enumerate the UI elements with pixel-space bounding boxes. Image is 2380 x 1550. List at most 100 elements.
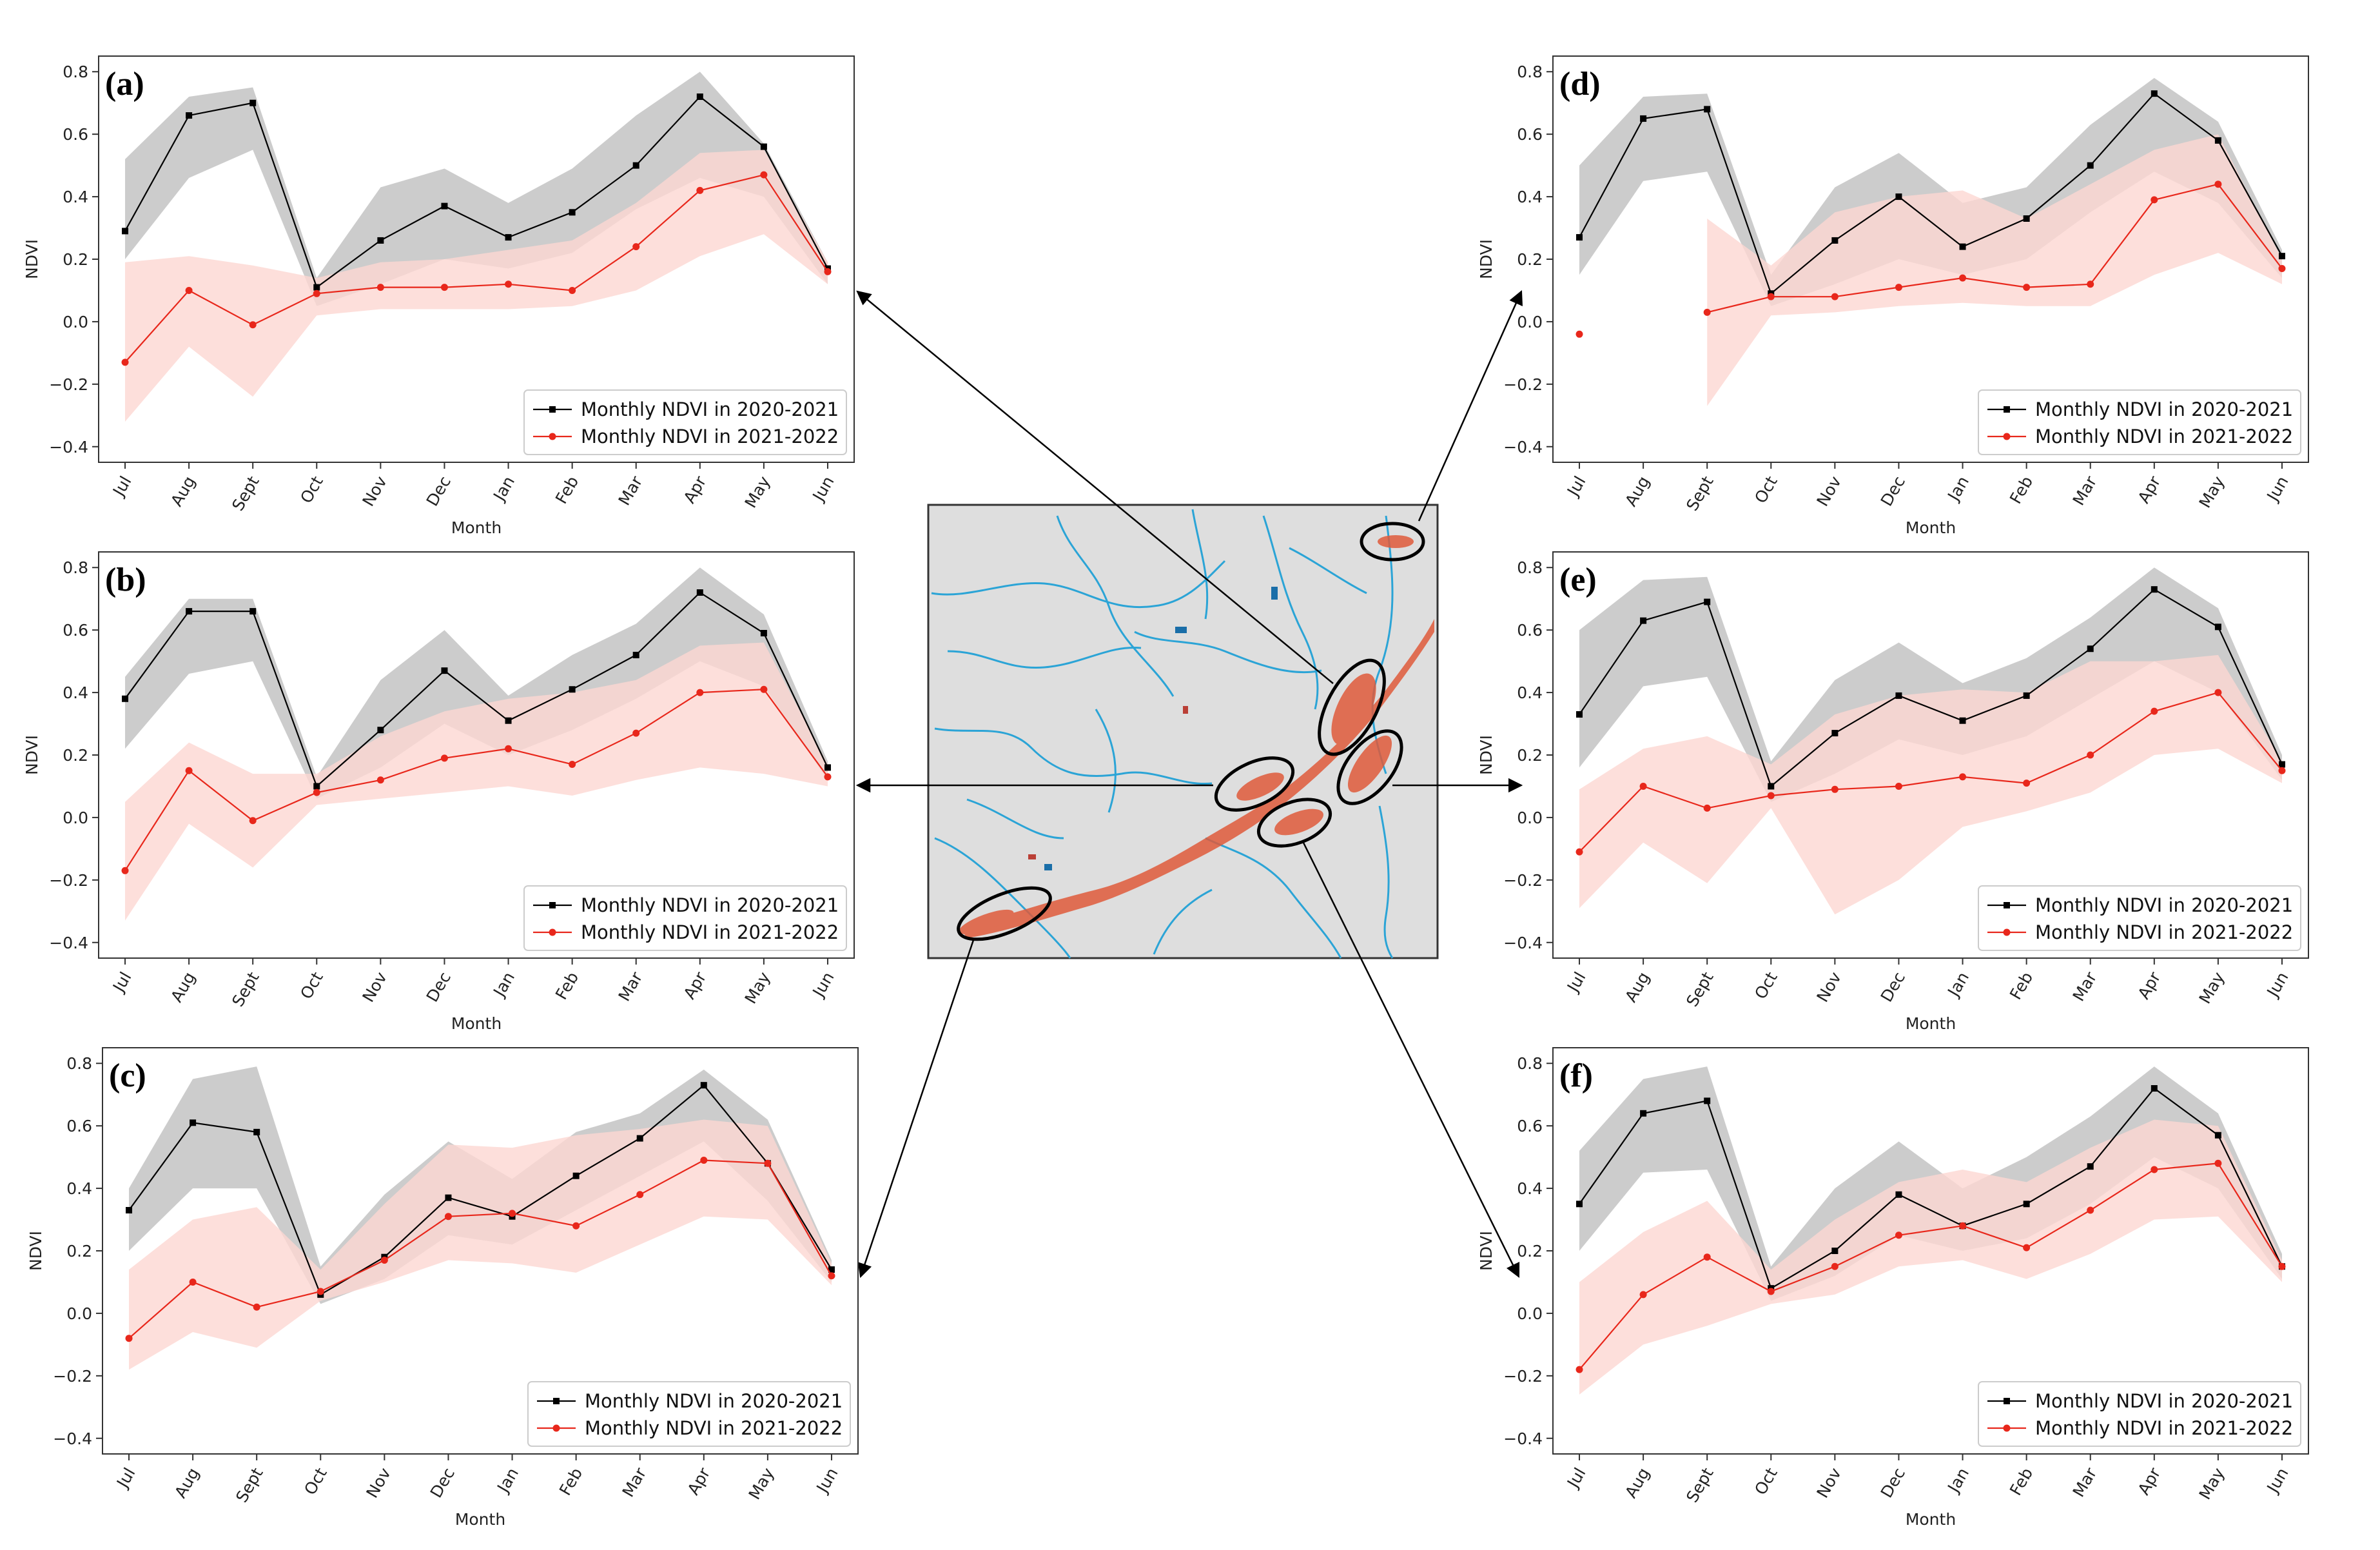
y-tick-label: 0.6	[1517, 125, 1543, 144]
point-2021-2022	[1575, 330, 1583, 338]
point-2021-2022	[1895, 284, 1902, 291]
legend: Monthly NDVI in 2020-2021 Monthly NDVI in…	[1978, 389, 2301, 455]
point-2020-2021	[441, 667, 448, 674]
point-2021-2022	[2278, 265, 2286, 273]
point-2020-2021	[2151, 1085, 2158, 1092]
point-2021-2022	[1831, 785, 1839, 793]
map-vegetation-loss	[959, 535, 1434, 938]
y-tick-label: −0.4	[49, 934, 88, 952]
point-2021-2022	[376, 776, 384, 784]
point-2020-2021	[632, 162, 639, 169]
legend-swatch-marker	[552, 1424, 560, 1432]
point-2021-2022	[2151, 707, 2158, 715]
legend-label: Monthly NDVI in 2021-2022	[2035, 426, 2293, 447]
legend-box	[523, 389, 847, 455]
legend-label: Monthly NDVI in 2020-2021	[2035, 894, 2293, 916]
point-2020-2021	[1895, 193, 1902, 201]
band-2021-2022	[129, 1119, 832, 1370]
point-2021-2022	[1703, 804, 1711, 812]
legend: Monthly NDVI in 2020-2021 Monthly NDVI in…	[527, 1381, 851, 1447]
point-2021-2022	[2023, 780, 2031, 787]
arrow-to-a	[856, 290, 1334, 684]
point-2021-2022	[764, 1159, 772, 1167]
y-tick-label: −0.4	[1503, 1429, 1543, 1448]
point-2020-2021	[760, 143, 767, 150]
highlight-ellipse-f	[1256, 798, 1332, 848]
point-2021-2022	[189, 1278, 197, 1286]
point-2021-2022	[632, 243, 640, 251]
point-2021-2022	[253, 1303, 260, 1311]
point-2020-2021	[1576, 711, 1583, 718]
point-2020-2021	[2023, 215, 2030, 222]
highlight-ellipse-a	[1318, 658, 1386, 756]
point-2020-2021	[2214, 137, 2221, 144]
y-tick-label: 0.0	[63, 809, 88, 827]
legend-label: Monthly NDVI in 2021-2022	[581, 921, 839, 943]
legend-swatch-marker	[2003, 1424, 2011, 1432]
point-2020-2021	[569, 209, 576, 216]
panel-label: (d)	[1559, 66, 1601, 103]
point-2021-2022	[2087, 280, 2094, 288]
point-2021-2022	[1639, 1291, 1647, 1299]
y-tick-label: 0.4	[66, 1179, 92, 1198]
point-2020-2021	[1576, 1201, 1583, 1208]
point-2020-2021	[2278, 253, 2285, 260]
point-2021-2022	[760, 685, 768, 693]
y-tick-label: 0.4	[1517, 683, 1543, 702]
point-2020-2021	[569, 686, 576, 693]
legend-swatch-marker	[2003, 928, 2011, 936]
point-2020-2021	[126, 1207, 133, 1213]
y-axis-title: NDVI	[23, 735, 41, 775]
point-2021-2022	[2023, 1244, 2031, 1251]
legend-swatch-marker	[549, 902, 556, 908]
line-2021-2022	[124, 689, 828, 871]
legend-label: Monthly NDVI in 2020-2021	[2035, 1390, 2293, 1412]
band-2021-2022	[1579, 1119, 2282, 1395]
point-2021-2022	[440, 754, 448, 762]
point-2020-2021	[632, 651, 639, 658]
point-2020-2021	[377, 727, 384, 734]
panel-label: (f)	[1559, 1057, 1593, 1094]
point-2021-2022	[696, 689, 704, 696]
line-2021-2022	[124, 173, 828, 363]
legend-label: Monthly NDVI in 2021-2022	[2035, 921, 2293, 943]
point-2020-2021	[2151, 90, 2158, 97]
panel-label: (c)	[109, 1057, 146, 1094]
y-tick-label: 0.0	[66, 1304, 92, 1323]
point-2021-2022	[572, 1222, 580, 1230]
point-2021-2022	[249, 817, 257, 825]
band-2021-2022	[1707, 134, 2282, 406]
point-2020-2021	[1640, 1110, 1647, 1117]
point-2020-2021	[2087, 1163, 2094, 1170]
x-axis-title: Month	[451, 518, 502, 537]
y-tick-label: 0.8	[63, 63, 88, 81]
point-2021-2022	[1767, 792, 1775, 800]
legend: Monthly NDVI in 2020-2021 Monthly NDVI in…	[1978, 1381, 2301, 1447]
point-2020-2021	[253, 1128, 260, 1135]
y-tick-label: −0.2	[1503, 1367, 1543, 1386]
point-2020-2021	[249, 99, 257, 106]
point-2021-2022	[121, 867, 129, 874]
point-2020-2021	[2023, 692, 2030, 699]
point-2020-2021	[505, 717, 512, 724]
point-2020-2021	[1640, 115, 1647, 122]
point-2021-2022	[313, 789, 320, 796]
legend-label: Monthly NDVI in 2021-2022	[2035, 1417, 2293, 1439]
y-tick-label: −0.2	[49, 871, 88, 890]
map-highlight-ellipses	[957, 522, 1425, 941]
point-2021-2022	[2151, 196, 2158, 204]
legend-swatch-marker	[2004, 406, 2010, 413]
point-2021-2022	[509, 1210, 516, 1217]
y-tick-label: 0.6	[66, 1117, 92, 1135]
point-2021-2022	[2087, 1206, 2094, 1214]
y-tick-label: −0.4	[49, 438, 88, 456]
line-2020-2021	[1579, 1087, 2283, 1290]
legend-swatch-marker	[2004, 902, 2010, 908]
point-2020-2021	[2214, 623, 2221, 631]
point-2021-2022	[1767, 293, 1775, 300]
legend-swatch-marker	[2004, 1398, 2010, 1404]
highlight-ellipse-c	[957, 886, 1052, 941]
